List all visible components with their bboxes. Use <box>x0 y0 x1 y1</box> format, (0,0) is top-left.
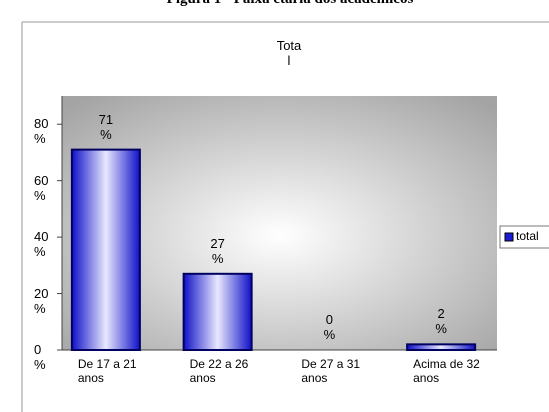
value-label: 0 % <box>323 312 336 342</box>
chart-title: Total <box>276 38 302 68</box>
y-tick-label: 40 % <box>34 229 49 260</box>
caption: Figura 1 - Faixa etária dos acadêmicos <box>110 0 470 7</box>
legend-label: total <box>516 229 539 243</box>
value-label: 71 % <box>98 111 114 142</box>
x-tick-label: Acima de 32 anos <box>413 357 480 385</box>
legend-box <box>499 225 549 249</box>
y-tick-label: 0 % <box>34 342 46 372</box>
legend-swatch <box>504 232 514 242</box>
bar <box>70 148 141 351</box>
x-tick-label: De 22 a 26 anos <box>189 357 249 385</box>
bar <box>406 343 477 352</box>
y-tick-label: 20 % <box>34 285 49 316</box>
value-label: 27 % <box>210 235 225 266</box>
x-tick-label: De 17 a 21 anos <box>77 357 137 385</box>
bar <box>182 272 253 351</box>
y-tick-label: 80 % <box>34 116 49 147</box>
y-tick-label: 60 % <box>34 172 49 203</box>
x-tick-label: De 27 a 31 anos <box>301 357 361 385</box>
value-label: 2 % <box>435 306 447 337</box>
